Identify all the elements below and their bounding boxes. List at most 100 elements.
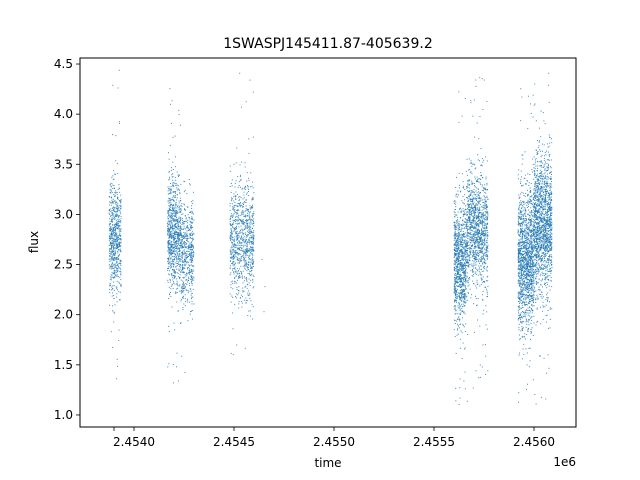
- data-point: [469, 288, 471, 290]
- data-point: [240, 197, 242, 199]
- data-point: [469, 278, 471, 280]
- data-point: [189, 259, 191, 261]
- data-point: [179, 285, 181, 287]
- data-point: [245, 268, 247, 270]
- data-point: [473, 206, 475, 208]
- data-point: [191, 226, 193, 228]
- data-point: [482, 232, 484, 234]
- data-point: [466, 208, 468, 210]
- data-point: [486, 225, 488, 227]
- data-point: [236, 209, 238, 211]
- data-point: [114, 227, 116, 229]
- data-point: [483, 214, 485, 216]
- data-point: [236, 268, 238, 270]
- data-point: [248, 261, 250, 263]
- data-point: [252, 236, 254, 238]
- data-point: [486, 239, 488, 241]
- data-point: [183, 221, 185, 223]
- data-point: [120, 268, 122, 270]
- data-point: [120, 260, 122, 262]
- data-point: [186, 235, 188, 237]
- data-point: [249, 227, 251, 229]
- data-point: [180, 298, 182, 300]
- data-point: [183, 242, 185, 244]
- data-point: [244, 238, 246, 240]
- data-point: [455, 258, 457, 260]
- data-point: [457, 268, 459, 270]
- data-point: [168, 230, 170, 232]
- data-point: [246, 209, 248, 211]
- data-point: [480, 244, 482, 246]
- data-point: [485, 214, 487, 216]
- data-point: [471, 207, 473, 209]
- data-point: [170, 225, 172, 227]
- data-point: [179, 231, 181, 233]
- data-point: [174, 238, 176, 240]
- data-point: [109, 191, 111, 193]
- data-point: [184, 252, 186, 254]
- data-point: [113, 246, 115, 248]
- data-point: [170, 266, 172, 268]
- data-point: [173, 270, 175, 272]
- data-point: [483, 188, 485, 190]
- data-point: [112, 259, 114, 261]
- data-point: [192, 254, 194, 256]
- data-point: [179, 255, 181, 257]
- data-point: [116, 242, 118, 244]
- data-point: [464, 288, 466, 290]
- data-point: [462, 342, 464, 344]
- data-point: [193, 213, 194, 215]
- data-point: [463, 265, 465, 267]
- data-point: [465, 259, 467, 261]
- data-point: [487, 370, 489, 372]
- data-point: [468, 212, 470, 214]
- data-point: [172, 225, 174, 227]
- data-point: [119, 270, 121, 272]
- data-point: [466, 276, 468, 278]
- data-point: [167, 245, 169, 247]
- data-point: [191, 218, 193, 220]
- data-point: [114, 192, 116, 194]
- data-point: [474, 214, 476, 216]
- data-point: [461, 254, 463, 256]
- data-point: [453, 256, 455, 258]
- data-point: [178, 109, 180, 111]
- data-point: [172, 210, 174, 212]
- data-point: [471, 190, 473, 192]
- data-point: [459, 305, 461, 307]
- data-point: [116, 245, 118, 247]
- data-point: [250, 247, 252, 249]
- data-point: [477, 259, 479, 261]
- data-point: [461, 289, 463, 291]
- data-point: [243, 261, 245, 263]
- data-point: [455, 291, 457, 293]
- data-point: [176, 282, 178, 284]
- data-point: [234, 263, 236, 265]
- data-point: [233, 196, 235, 198]
- data-point: [190, 244, 192, 246]
- data-point: [113, 240, 115, 242]
- data-point: [482, 213, 484, 215]
- data-point: [185, 242, 187, 244]
- data-point: [251, 241, 253, 243]
- data-point: [119, 248, 121, 250]
- data-point: [109, 265, 111, 267]
- data-point: [113, 277, 115, 279]
- data-point: [183, 225, 185, 227]
- data-point: [465, 259, 467, 261]
- data-point: [172, 185, 174, 187]
- data-point: [229, 209, 231, 211]
- data-point: [115, 228, 117, 229]
- data-point: [482, 255, 484, 257]
- data-point: [467, 256, 469, 258]
- data-point: [471, 237, 473, 239]
- data-point: [486, 242, 488, 244]
- data-point: [116, 208, 118, 210]
- data-point: [175, 266, 177, 268]
- data-point: [469, 179, 471, 181]
- data-point: [484, 219, 486, 221]
- data-point: [171, 273, 173, 275]
- data-point: [460, 265, 462, 267]
- data-point: [243, 232, 245, 234]
- data-point: [486, 219, 488, 221]
